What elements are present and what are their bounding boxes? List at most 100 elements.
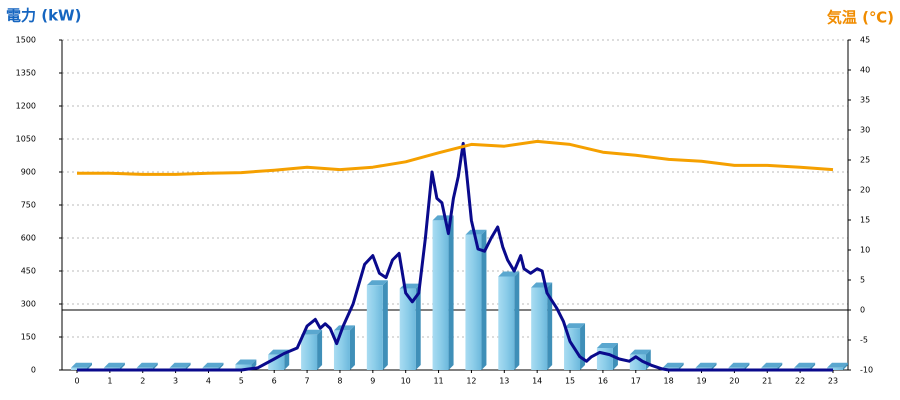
x-tick-label: 20 (729, 377, 739, 386)
bar-side (218, 362, 224, 370)
y2-tick-label: 25 (860, 156, 870, 165)
bar-top (366, 280, 388, 286)
bar-top (827, 362, 848, 368)
bar-top (695, 362, 717, 368)
bar-side (678, 362, 684, 370)
bar-top (136, 362, 158, 368)
bar (366, 280, 388, 370)
bar (333, 325, 355, 370)
bar-side (843, 362, 848, 370)
bar (498, 271, 520, 370)
bar-top (794, 362, 816, 368)
x-tick-label: 6 (272, 377, 277, 386)
bar-side (284, 349, 290, 370)
power-line (77, 141, 833, 372)
x-tick-label: 9 (370, 377, 375, 386)
y2-tick-label: 5 (860, 276, 865, 285)
y2-tick-label: 35 (860, 96, 870, 105)
bar-top (235, 359, 257, 365)
bar-front (465, 234, 482, 370)
bar-top (169, 362, 191, 368)
bar-side (777, 362, 783, 370)
bar-side (580, 323, 586, 370)
y-tick-label: 1350 (16, 69, 36, 78)
bar-side (382, 280, 388, 370)
bar-side (711, 362, 717, 370)
y2-tick-label: 45 (860, 36, 870, 45)
bar-side (185, 362, 191, 370)
bar (301, 329, 323, 370)
bar-top (498, 271, 520, 277)
bar-side (448, 215, 454, 370)
x-tick-label: 10 (401, 377, 411, 386)
bar-side (349, 325, 355, 370)
y2-axis-label: 気温 (℃) (827, 9, 894, 27)
x-tick-label: 5 (239, 377, 244, 386)
bar-top (728, 362, 750, 368)
y-tick-label: 300 (21, 300, 36, 309)
x-tick-label: 8 (337, 377, 342, 386)
bar-front (366, 285, 383, 370)
temperature-line (77, 139, 834, 176)
x-tick-label: 13 (499, 377, 509, 386)
bar-side (481, 229, 487, 370)
bar-front (333, 330, 350, 370)
bar-top (103, 362, 125, 368)
bar-front (399, 288, 416, 370)
bar-front (235, 364, 252, 370)
bar-side (514, 271, 520, 370)
bar-side (87, 362, 92, 370)
x-tick-label: 1 (107, 377, 112, 386)
bar-top (596, 343, 618, 348)
x-tick-label: 18 (664, 377, 674, 386)
y2-tick-label: 40 (860, 66, 870, 75)
x-tick-label: 22 (795, 377, 805, 386)
x-tick-label: 0 (74, 377, 79, 386)
y2-tick-label: 30 (860, 126, 870, 135)
bar (827, 362, 848, 370)
y-tick-label: 0 (31, 366, 36, 375)
y-tick-label: 1050 (16, 135, 36, 144)
bar (432, 215, 454, 370)
bar-top (465, 229, 487, 235)
x-tick-label: 21 (762, 377, 772, 386)
x-tick-label: 15 (565, 377, 575, 386)
y2-tick-label: -5 (860, 336, 868, 345)
y-tick-label: 150 (21, 333, 36, 342)
bar-top (761, 362, 783, 368)
bar-side (317, 329, 323, 370)
x-tick-label: 7 (305, 377, 310, 386)
bar-side (547, 282, 553, 370)
bar-front (531, 287, 548, 370)
x-tick-label: 14 (532, 377, 542, 386)
x-tick-label: 17 (631, 377, 641, 386)
bar-top (432, 215, 454, 221)
bar-side (810, 362, 816, 370)
x-tick-label: 23 (828, 377, 838, 386)
bar-front (498, 276, 515, 370)
y-tick-label: 900 (21, 168, 36, 177)
y-tick-label: 1200 (16, 102, 36, 111)
y-axis-label: 電力 (kW) (6, 7, 81, 25)
bar-top (662, 362, 684, 368)
y2-tick-label: 10 (860, 246, 870, 255)
y-tick-label: 1500 (16, 36, 36, 45)
bar-side (152, 362, 158, 370)
y-tick-label: 750 (21, 201, 36, 210)
bar-front (432, 220, 449, 370)
bar-front (301, 334, 318, 370)
x-tick-label: 12 (466, 377, 476, 386)
bar-side (415, 283, 421, 370)
x-tick-label: 4 (206, 377, 211, 386)
y-tick-label: 600 (21, 234, 36, 243)
x-tick-label: 16 (598, 377, 608, 386)
y2-tick-label: 15 (860, 216, 870, 225)
bar-front (827, 367, 843, 370)
x-tick-label: 3 (173, 377, 178, 386)
bar (531, 282, 553, 370)
bar-top (629, 349, 651, 355)
bar-side (119, 362, 125, 370)
bar (465, 229, 487, 370)
bar-top (564, 323, 586, 329)
